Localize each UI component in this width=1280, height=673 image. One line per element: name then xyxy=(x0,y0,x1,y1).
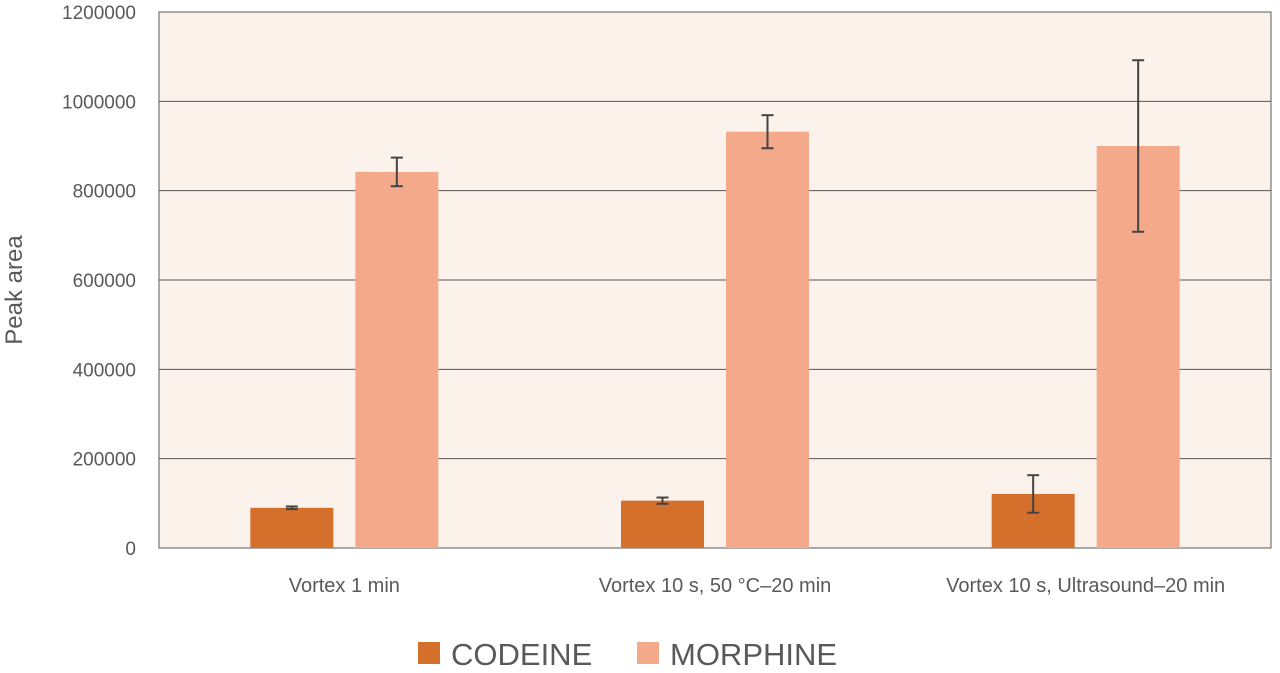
gridlines xyxy=(159,100,1271,460)
y-tick-label: 400000 xyxy=(73,360,136,381)
x-tick-label: Vortex 1 min xyxy=(289,575,400,597)
bars xyxy=(250,131,1180,548)
bar-morphine xyxy=(726,131,809,548)
y-tick-label: 1200000 xyxy=(62,3,136,24)
legend-swatch xyxy=(418,642,440,664)
error-bar xyxy=(656,496,669,505)
y-tick-labels: 0 200000 400000 600000 800000 1000000 1200000 xyxy=(62,3,136,560)
legend-swatch xyxy=(637,642,659,664)
x-tick-labels: Vortex 1 min Vortex 10 s, 50 °C–20 min Vor… xyxy=(289,575,1225,597)
y-tick-label: 600000 xyxy=(73,271,136,292)
legend: CODEINE MORPHINE xyxy=(418,637,837,672)
error-bars xyxy=(285,59,1145,514)
legend-item-codeine: CODEINE xyxy=(418,637,592,672)
error-bar xyxy=(1027,474,1040,514)
bar-codeine xyxy=(621,500,704,548)
bar-morphine xyxy=(355,171,439,548)
y-axis-label: Peak area xyxy=(1,235,28,345)
y-tick-label: 200000 xyxy=(73,450,136,471)
bar-codeine xyxy=(250,507,334,548)
y-tick-label: 800000 xyxy=(73,182,136,203)
error-bar xyxy=(1132,59,1145,233)
legend-item-morphine: MORPHINE xyxy=(637,637,837,672)
error-bar xyxy=(761,114,774,150)
x-tick-label: Vortex 10 s, 50 °C–20 min xyxy=(599,575,832,597)
y-tick-label: 0 xyxy=(125,539,136,560)
x-tick-label: Vortex 10 s, Ultrasound–20 min xyxy=(946,575,1225,597)
y-tick-label: 1000000 xyxy=(62,92,136,113)
error-bar xyxy=(285,505,298,511)
legend-label: CODEINE xyxy=(451,637,592,672)
error-bar xyxy=(390,156,403,188)
legend-label: MORPHINE xyxy=(670,637,837,672)
